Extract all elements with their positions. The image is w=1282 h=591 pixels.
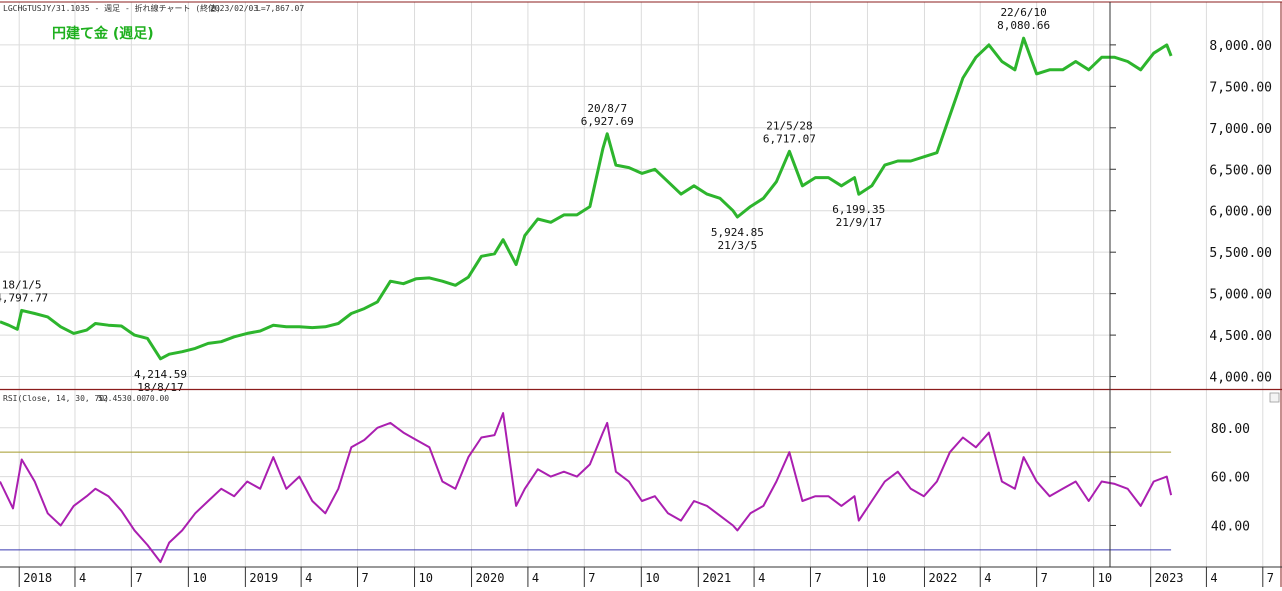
rsi-line bbox=[0, 412, 1173, 564]
annotation-value: 6,927.69 bbox=[581, 115, 634, 128]
annotation-date: 20/8/7 bbox=[587, 102, 627, 115]
label-layer: 2018 4 7 10 2019 4 7 10 2020 4 7 10 2021 4 7 10 2022 4 7 10… bbox=[0, 6, 1274, 585]
rsi-legend-upper: 70.00 bbox=[145, 394, 169, 403]
rsi-legend-current: 52.45 bbox=[98, 394, 122, 403]
annotation-date: 18/8/17 bbox=[137, 381, 183, 394]
rsi-scroll-button[interactable] bbox=[1269, 392, 1280, 403]
x-tick-label: 10 bbox=[871, 571, 885, 585]
rsi-y-tick-label: 80.00 bbox=[1211, 422, 1250, 437]
price-y-tick-label: 7,000.00 bbox=[1209, 122, 1272, 137]
annotation-value: 5,924.85 bbox=[711, 226, 764, 239]
x-tick-label: 7 bbox=[1041, 571, 1048, 585]
price-y-tick-label: 5,000.00 bbox=[1209, 288, 1272, 303]
x-tick-label: 7 bbox=[1267, 571, 1274, 585]
x-tick-label: 4 bbox=[1210, 571, 1217, 585]
x-tick-label: 10 bbox=[645, 571, 659, 585]
x-tick-label: 4 bbox=[79, 571, 86, 585]
annotation-value: 6,199.35 bbox=[832, 203, 885, 216]
rsi-legend-lower: 30.00 bbox=[122, 394, 146, 403]
x-tick-label: 7 bbox=[135, 571, 142, 585]
price-y-tick-label: 6,500.00 bbox=[1209, 163, 1272, 178]
price-y-tick-label: 5,500.00 bbox=[1209, 246, 1272, 261]
x-tick-label: 10 bbox=[1098, 571, 1112, 585]
annotation-value: 4,214.59 bbox=[134, 368, 187, 381]
annotation-value: 8,080.66 bbox=[997, 19, 1050, 32]
x-tick-label: 2021 bbox=[702, 571, 731, 585]
x-tick-label: 10 bbox=[192, 571, 206, 585]
price-y-tick-label: 7,500.00 bbox=[1209, 80, 1272, 95]
grid-layer bbox=[0, 2, 1264, 587]
rsi-y-tick-label: 40.00 bbox=[1211, 519, 1250, 534]
chart-title: 円建て金 (週足) bbox=[52, 25, 154, 42]
price-y-tick-label: 4,000.00 bbox=[1209, 371, 1272, 386]
annotation-value: 6,717.07 bbox=[763, 132, 816, 145]
price-y-tick-label: 4,500.00 bbox=[1209, 329, 1272, 344]
series-layer bbox=[0, 36, 1173, 564]
x-tick-label: 2018 bbox=[23, 571, 52, 585]
annotation-date: 18/1/5 bbox=[2, 278, 42, 291]
x-tick-label: 4 bbox=[305, 571, 312, 585]
rsi-reference-lines bbox=[0, 451, 1172, 551]
rsi-title: RSI(Close, 14, 30, 70) bbox=[3, 394, 109, 403]
annotation-value: 4,797.77 bbox=[0, 291, 48, 304]
header-last: L=7,867.07 bbox=[256, 4, 304, 13]
x-tick-label: 2023 bbox=[1155, 571, 1184, 585]
annotation-date: 22/6/10 bbox=[1000, 6, 1046, 19]
x-tick-label: 4 bbox=[532, 571, 539, 585]
rsi-y-tick-label: 60.00 bbox=[1211, 471, 1250, 486]
price-y-tick-label: 8,000.00 bbox=[1209, 39, 1272, 54]
header-date: 2023/02/03 bbox=[210, 4, 258, 13]
x-tick-label: 2020 bbox=[476, 571, 505, 585]
annotation-date: 21/3/5 bbox=[717, 239, 757, 252]
x-tick-label: 4 bbox=[984, 571, 991, 585]
annotation-date: 21/5/28 bbox=[766, 119, 812, 132]
x-tick-label: 10 bbox=[419, 571, 433, 585]
price-line bbox=[0, 36, 1173, 361]
price-y-tick-label: 6,000.00 bbox=[1209, 205, 1272, 220]
x-tick-label: 4 bbox=[758, 571, 765, 585]
x-tick-label: 2022 bbox=[928, 571, 957, 585]
x-tick-label: 7 bbox=[814, 571, 821, 585]
x-tick-label: 7 bbox=[588, 571, 595, 585]
x-tick-label: 7 bbox=[362, 571, 369, 585]
header-ticker: LGCHGTUSJY/31.1035 - 週足 - 折れ線チャート (終値) bbox=[3, 3, 221, 13]
annotation-date: 21/9/17 bbox=[836, 216, 882, 229]
x-tick-label: 2019 bbox=[249, 571, 278, 585]
